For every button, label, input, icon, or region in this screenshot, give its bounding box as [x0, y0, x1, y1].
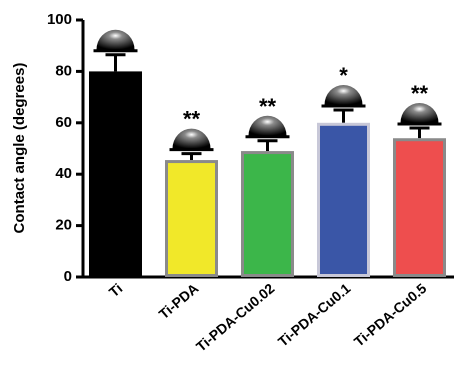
significance-label: * [339, 63, 348, 88]
bar [89, 71, 142, 278]
category-label: Ti-PDA-Cu0.1 [275, 280, 354, 350]
y-tick-label: 100 [47, 11, 72, 28]
bar-group-3: * [317, 63, 370, 277]
bar [393, 138, 446, 277]
significance-label: ** [411, 81, 429, 106]
water-droplet-icon [245, 115, 290, 139]
category-label: Ti-PDA-Cu0.02 [193, 280, 278, 355]
significance-label: ** [183, 107, 201, 132]
bar [317, 122, 370, 277]
bar-group-2: ** [241, 94, 294, 278]
bar-group-1: ** [165, 107, 218, 277]
category-label: Ti-PDA-Cu0.5 [351, 280, 430, 350]
y-tick-label: 40 [55, 165, 72, 182]
y-axis-title: Contact angle (degrees) [11, 63, 28, 234]
y-tick-label: 0 [64, 268, 72, 285]
significance-label: ** [259, 94, 277, 119]
water-droplet-icon [93, 29, 138, 53]
y-tick-label: 20 [55, 217, 72, 234]
y-tick-label: 80 [55, 62, 72, 79]
water-droplet-icon [169, 128, 214, 152]
bar-group-0 [89, 29, 142, 278]
bar-group-4: ** [393, 81, 446, 277]
water-droplet-icon [397, 102, 442, 126]
water-droplet-icon [321, 84, 366, 108]
category-label: Ti [106, 280, 126, 300]
category-label: Ti-PDA [156, 280, 202, 322]
bar [241, 151, 294, 278]
bar [165, 160, 218, 277]
y-tick-label: 60 [55, 114, 72, 131]
